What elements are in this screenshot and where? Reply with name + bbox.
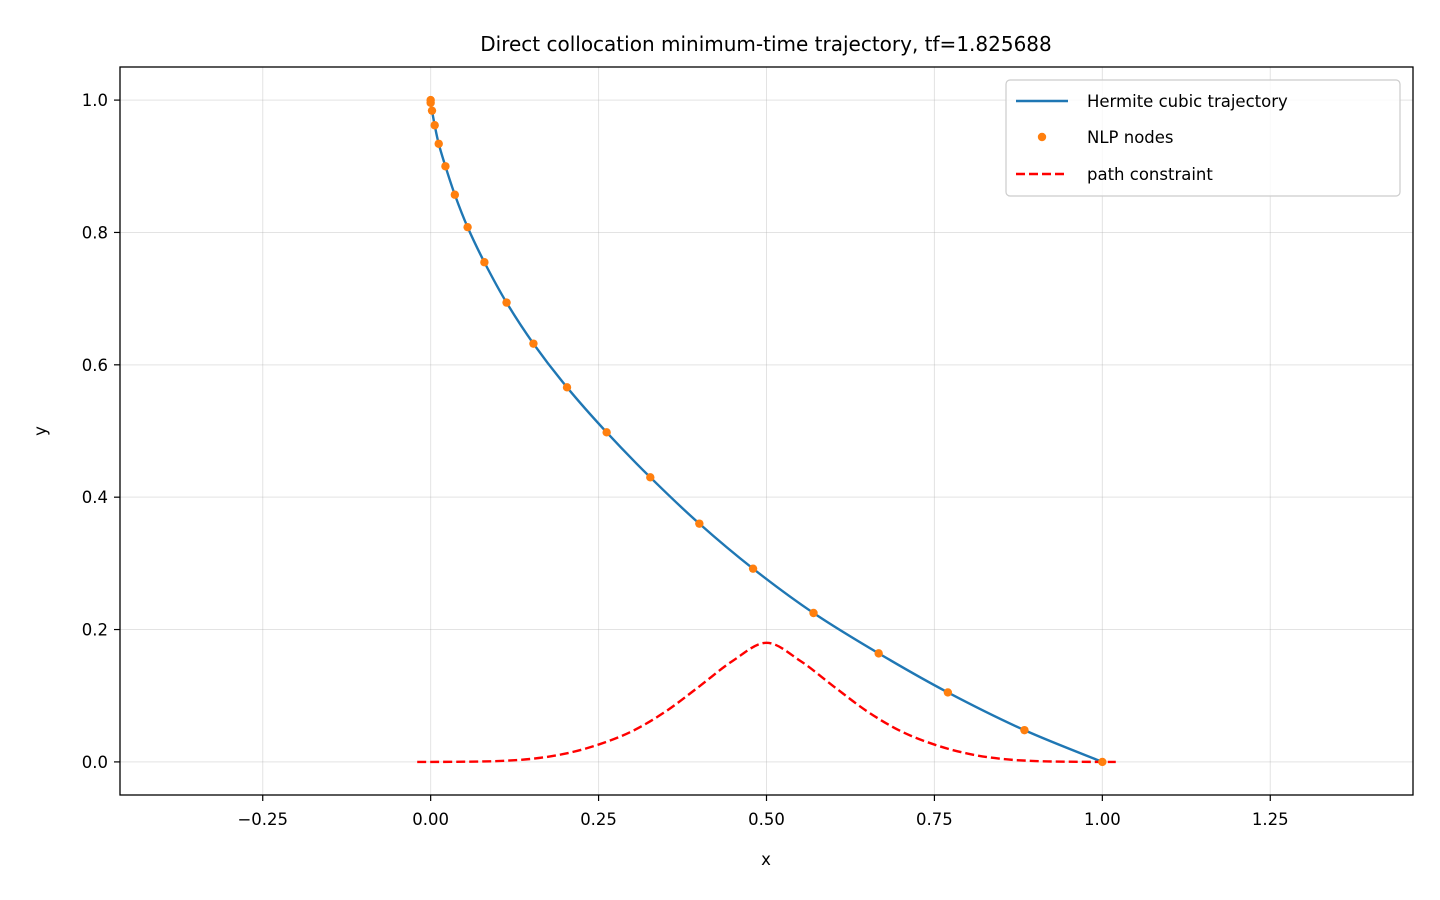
nlp-node-point: [441, 162, 450, 171]
series-layer: [417, 95, 1116, 767]
nlp-node-point: [450, 190, 460, 199]
y-tick-label: 1.0: [82, 91, 108, 110]
nlp-node-point: [426, 98, 435, 107]
nlp-node-point: [1098, 757, 1107, 767]
x-tick-label: −0.25: [237, 810, 288, 829]
y-tick-label: 0.6: [82, 356, 108, 375]
nlp-node-point: [695, 519, 704, 528]
grid: [120, 67, 1413, 795]
nlp-node-point: [463, 222, 472, 232]
nlp-node-point: [874, 649, 883, 658]
chart-title: Direct collocation minimum-time trajecto…: [480, 32, 1052, 56]
nlp-node-point: [430, 121, 439, 130]
nlp-node-point: [646, 473, 655, 482]
legend-handle-nodes: [1037, 132, 1047, 142]
y-tick-label: 0.8: [82, 223, 108, 242]
nlp-node-point: [748, 564, 758, 573]
x-axis-label: x: [761, 850, 771, 869]
x-tick-label: 1.25: [1252, 810, 1289, 829]
y-tick-label: 0.2: [82, 621, 108, 640]
x-tick-label: 0.00: [412, 810, 449, 829]
legend-box: [1005, 79, 1401, 197]
nlp-node-point: [502, 298, 511, 307]
nlp-node-point: [529, 339, 538, 348]
x-tick-label: 1.00: [1084, 810, 1121, 829]
nlp-node-point: [480, 258, 489, 267]
legend-label-constraint: path constraint: [1087, 165, 1213, 184]
nlp-node-point: [1020, 725, 1029, 735]
y-tick-label: 0.4: [82, 488, 108, 507]
nlp-node-point: [427, 106, 437, 115]
ticks: −0.25 0.00 0.25 0.50 0.75 1.00 1.25 0.0 0.2 0.4 0.…: [82, 91, 1289, 829]
x-tick-label: 0.25: [580, 810, 617, 829]
x-tick-label: 0.75: [916, 810, 953, 829]
y-tick-label: 0.0: [82, 753, 108, 772]
y-axis-label: y: [31, 426, 50, 436]
plot-area: [417, 95, 1116, 767]
path-constraint-line: [417, 641, 1116, 764]
x-tick-label: 0.50: [748, 810, 785, 829]
nlp-node-point: [943, 688, 953, 697]
nlp-node-point: [809, 608, 818, 618]
nlp-node-point: [562, 383, 572, 392]
legend-label-trajectory: Hermite cubic trajectory: [1087, 92, 1288, 111]
legend-label-nodes: NLP nodes: [1087, 128, 1174, 147]
nlp-node-point: [434, 139, 443, 148]
nlp-node-point: [602, 428, 611, 437]
legend: Hermite cubic trajectory NLP nodes path …: [1005, 79, 1401, 197]
